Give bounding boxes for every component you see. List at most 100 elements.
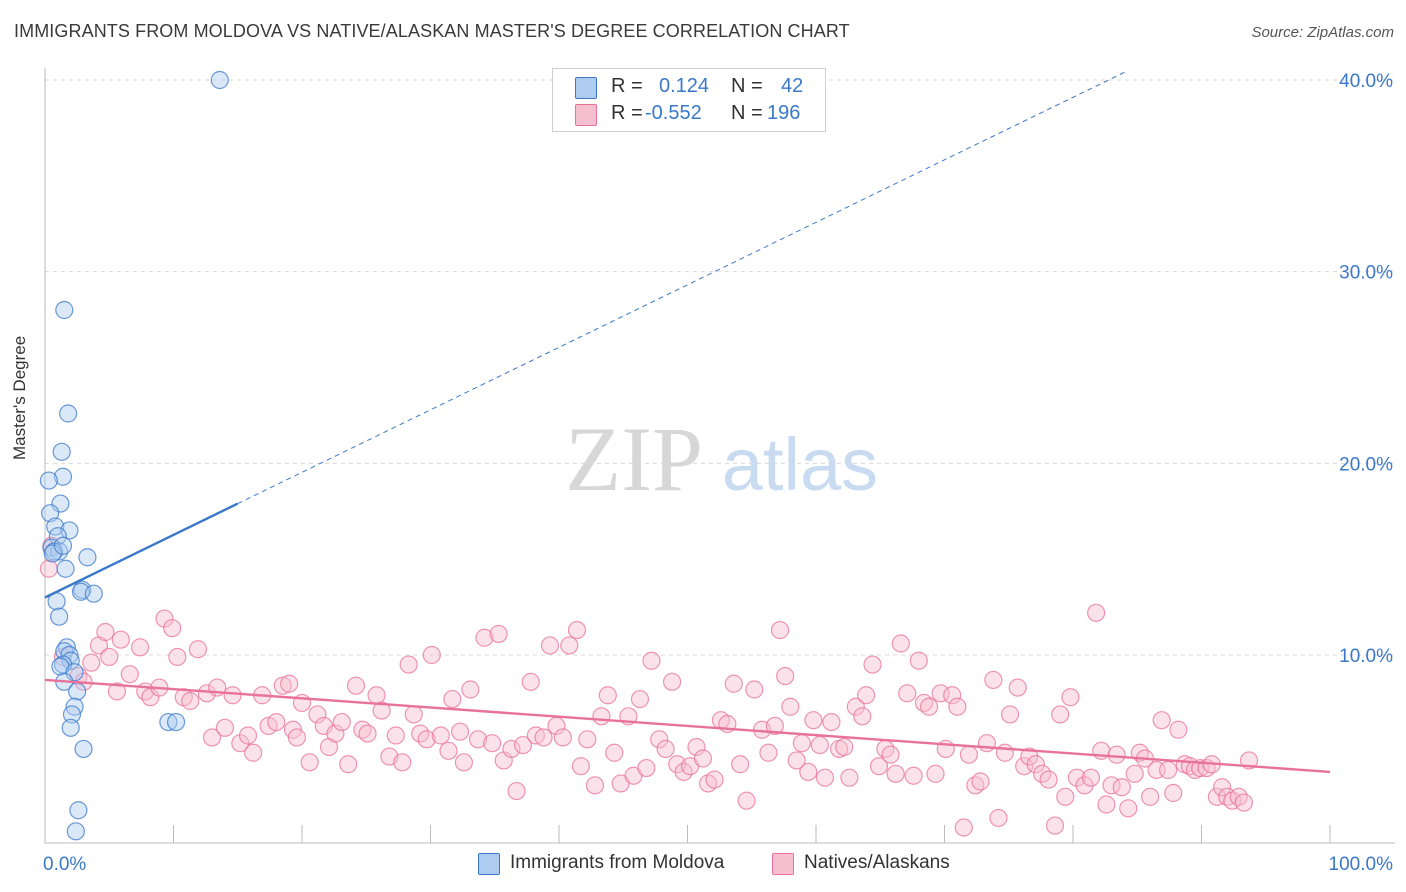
correlation-legend: R = 0.124 N = 42 R = -0.552 N = 196 xyxy=(552,68,826,132)
natives-point xyxy=(188,640,208,659)
natives-point xyxy=(571,757,590,776)
natives-point xyxy=(96,622,115,642)
natives-point xyxy=(100,647,119,667)
watermark: ZIP atlas xyxy=(565,408,878,510)
natives-point xyxy=(404,705,423,724)
natives-point xyxy=(731,755,750,774)
natives-point xyxy=(231,734,250,753)
natives-point xyxy=(840,768,859,787)
moldova-point xyxy=(78,548,97,567)
moldova-point xyxy=(60,521,79,540)
natives-point xyxy=(513,735,533,755)
x-tick-label: 0.0% xyxy=(43,854,86,875)
natives-point xyxy=(39,559,58,578)
natives-point xyxy=(358,724,377,743)
watermark-atlas: atlas xyxy=(722,423,878,506)
natives-point xyxy=(1140,787,1160,806)
natives-point xyxy=(1212,778,1232,797)
natives-point xyxy=(926,764,945,783)
natives-point xyxy=(367,686,386,705)
natives-point xyxy=(82,653,101,672)
moldova-point xyxy=(62,705,82,724)
legend-swatch-moldova xyxy=(575,77,597,99)
natives-point xyxy=(393,753,412,772)
natives-point xyxy=(759,743,778,762)
moldova-point xyxy=(210,70,229,90)
moldova-point xyxy=(52,442,71,461)
y-tick-label: 20.0% xyxy=(1339,454,1393,475)
natives-point xyxy=(792,734,811,753)
natives-point xyxy=(724,674,743,693)
natives-point xyxy=(1152,711,1171,730)
moldova-point xyxy=(50,607,69,626)
natives-point xyxy=(1056,787,1075,806)
x-tick-label: 100.0% xyxy=(1329,854,1394,875)
moldova-point xyxy=(43,544,62,563)
natives-point xyxy=(1087,603,1106,622)
natives-point xyxy=(881,745,900,764)
natives-point xyxy=(567,620,587,640)
natives-point xyxy=(332,712,351,732)
moldova-point xyxy=(66,822,85,841)
natives-point xyxy=(238,726,258,745)
natives-point xyxy=(431,726,450,745)
legend-r-label: R = xyxy=(611,102,643,124)
natives-point xyxy=(853,707,872,726)
natives-point xyxy=(454,753,474,772)
moldova-point xyxy=(61,718,80,737)
axes xyxy=(44,68,1395,844)
natives-point xyxy=(439,741,458,760)
natives-point xyxy=(1112,778,1131,797)
bottom-legend-label-moldova: Immigrants from Moldova xyxy=(510,852,725,873)
y-tick-label: 10.0% xyxy=(1339,646,1393,667)
natives-point xyxy=(308,705,327,724)
natives-point xyxy=(799,762,818,782)
natives-point xyxy=(909,651,928,670)
natives-point xyxy=(637,758,656,778)
natives-point xyxy=(507,781,526,801)
y-axis-label: Master's Degree xyxy=(10,335,29,460)
natives-point xyxy=(1039,770,1058,789)
natives-point xyxy=(781,697,800,716)
natives-point xyxy=(372,701,391,720)
natives-point xyxy=(461,680,480,699)
natives-point xyxy=(1234,793,1254,812)
y-tick-label: 40.0% xyxy=(1339,71,1393,92)
natives-point xyxy=(300,753,319,772)
natives-point xyxy=(468,730,488,749)
bottom-legend-label-natives: Natives/Alaskans xyxy=(804,852,950,873)
moldova-point xyxy=(56,559,75,578)
moldova-point xyxy=(69,801,88,820)
grid-lines xyxy=(45,79,1395,656)
natives-point xyxy=(857,686,876,705)
moldova-point xyxy=(39,471,58,490)
natives-alaskans-points xyxy=(39,536,1259,837)
natives-point xyxy=(705,770,724,789)
legend-n-label: N = xyxy=(731,75,763,97)
natives-point xyxy=(656,739,675,759)
natives-point xyxy=(662,672,682,691)
moldova-point xyxy=(53,536,73,555)
natives-point xyxy=(399,655,418,674)
moldova-point xyxy=(166,712,186,732)
y-tick-label: 30.0% xyxy=(1339,263,1393,284)
natives-point xyxy=(898,684,917,703)
moldova-point xyxy=(55,300,74,320)
bottom-legend-swatch-natives xyxy=(772,853,794,875)
moldova-points xyxy=(39,70,229,841)
moldova-point xyxy=(53,467,73,486)
trend-lines xyxy=(44,71,1331,774)
natives-point xyxy=(1158,760,1178,780)
natives-point xyxy=(553,728,572,747)
moldova-trend-extension xyxy=(237,71,1125,505)
natives-point xyxy=(483,734,502,753)
natives-point xyxy=(130,638,150,657)
natives-point xyxy=(810,735,829,755)
natives-point xyxy=(163,619,182,638)
natives-point xyxy=(107,682,127,701)
natives-point xyxy=(475,628,494,647)
natives-point xyxy=(598,686,617,705)
natives-point xyxy=(521,672,540,691)
legend-n-value: 196 xyxy=(767,102,801,124)
